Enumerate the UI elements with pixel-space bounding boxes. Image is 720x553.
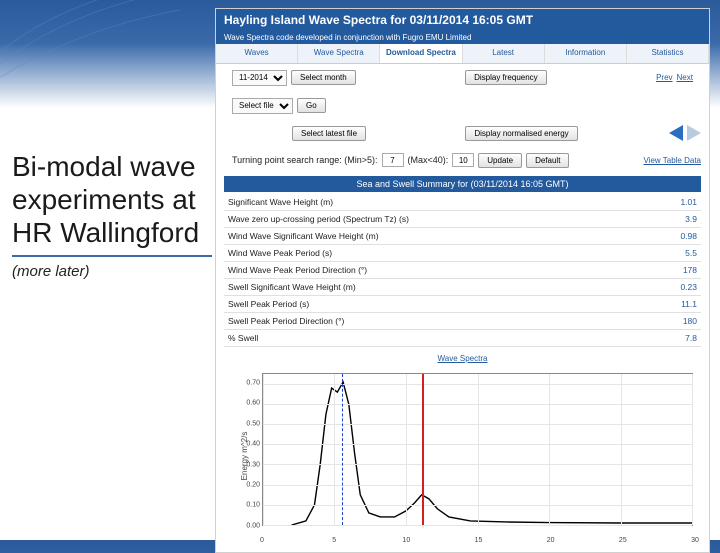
y-tick: 0.70 xyxy=(246,379,260,386)
slide-subtitle: (more later) xyxy=(12,263,212,280)
table-row: Wind Wave Significant Wave Height (m)0.9… xyxy=(224,227,701,244)
table-row: Wind Wave Peak Period Direction (°)178 xyxy=(224,261,701,278)
y-tick: 0.00 xyxy=(246,522,260,529)
spectrum-chart: Energy m^2/s 0.00 0.10 0.20 0.30 0.40 0.50 0.6… xyxy=(224,369,701,544)
go-button[interactable]: Go xyxy=(297,98,326,113)
turning-range-label: Turning point search range: (Min>5): xyxy=(232,155,378,165)
table-row: Wind Wave Peak Period (s)5.5 xyxy=(224,244,701,261)
y-tick: 0.30 xyxy=(246,461,260,468)
x-tick: 15 xyxy=(475,537,483,544)
wave-spectra-link[interactable]: Wave Spectra xyxy=(438,354,488,363)
turning-min-input[interactable] xyxy=(382,153,404,167)
x-tick: 10 xyxy=(402,537,410,544)
turning-max-label: (Max<40): xyxy=(408,155,449,165)
prev-link[interactable]: Prev xyxy=(656,73,672,82)
summary-header: Sea and Swell Summary for (03/11/2014 16… xyxy=(224,176,701,192)
x-tick: 5 xyxy=(332,537,336,544)
x-tick: 25 xyxy=(619,537,627,544)
x-tick: 0 xyxy=(260,537,264,544)
tab-download-spectra[interactable]: Download Spectra xyxy=(380,44,462,63)
tab-waves[interactable]: Waves xyxy=(216,44,298,63)
y-tick: 0.50 xyxy=(246,420,260,427)
tab-wave-spectra[interactable]: Wave Spectra xyxy=(298,44,380,63)
slide-text-block: Bi-modal wave experiments at HR Wallingf… xyxy=(12,150,212,280)
panel-title: Hayling Island Wave Spectra for 03/11/20… xyxy=(216,9,709,31)
panel-subtitle: Wave Spectra code developed in conjuncti… xyxy=(216,31,709,44)
tab-information[interactable]: Information xyxy=(545,44,627,63)
slide-title: Bi-modal wave experiments at HR Wallingf… xyxy=(12,150,212,257)
y-tick: 0.10 xyxy=(246,502,260,509)
select-latest-button[interactable]: Select latest file xyxy=(292,126,366,141)
y-tick: 0.20 xyxy=(246,481,260,488)
display-frequency-button[interactable]: Display frequency xyxy=(465,70,547,85)
default-button[interactable]: Default xyxy=(526,153,569,168)
tab-statistics[interactable]: Statistics xyxy=(627,44,709,63)
file-select[interactable]: Select file xyxy=(232,98,293,114)
tab-latest[interactable]: Latest xyxy=(463,44,545,63)
x-tick: 20 xyxy=(547,537,555,544)
wave-spectra-panel: Hayling Island Wave Spectra for 03/11/20… xyxy=(215,8,710,553)
tab-bar: WavesWave SpectraDownload SpectraLatestI… xyxy=(216,44,709,64)
table-row: Wave zero up-crossing period (Spectrum T… xyxy=(224,210,701,227)
y-tick: 0.40 xyxy=(246,441,260,448)
y-tick: 0.60 xyxy=(246,400,260,407)
display-normalised-button[interactable]: Display normalised energy xyxy=(465,126,577,141)
table-row: % Swell7.8 xyxy=(224,329,701,346)
table-row: Swell Significant Wave Height (m)0.23 xyxy=(224,278,701,295)
x-tick: 30 xyxy=(691,537,699,544)
next-link[interactable]: Next xyxy=(677,73,693,82)
select-month-button[interactable]: Select month xyxy=(291,70,356,85)
decorative-corner xyxy=(0,0,180,90)
table-row: Swell Peak Period Direction (°)180 xyxy=(224,312,701,329)
table-row: Significant Wave Height (m)1.01 xyxy=(224,194,701,211)
turning-max-input[interactable] xyxy=(452,153,474,167)
table-row: Swell Peak Period (s)11.1 xyxy=(224,295,701,312)
update-button[interactable]: Update xyxy=(478,153,522,168)
view-table-link[interactable]: View Table Data xyxy=(643,156,701,165)
y-axis-label: Energy m^2/s xyxy=(240,432,249,481)
swell-marker xyxy=(422,374,424,525)
wind-marker xyxy=(342,374,343,525)
next-arrow-icon[interactable] xyxy=(687,125,701,141)
month-select[interactable]: 11-2014 xyxy=(232,70,287,86)
prev-arrow-icon[interactable] xyxy=(669,125,683,141)
summary-table: Significant Wave Height (m)1.01Wave zero… xyxy=(224,194,701,347)
